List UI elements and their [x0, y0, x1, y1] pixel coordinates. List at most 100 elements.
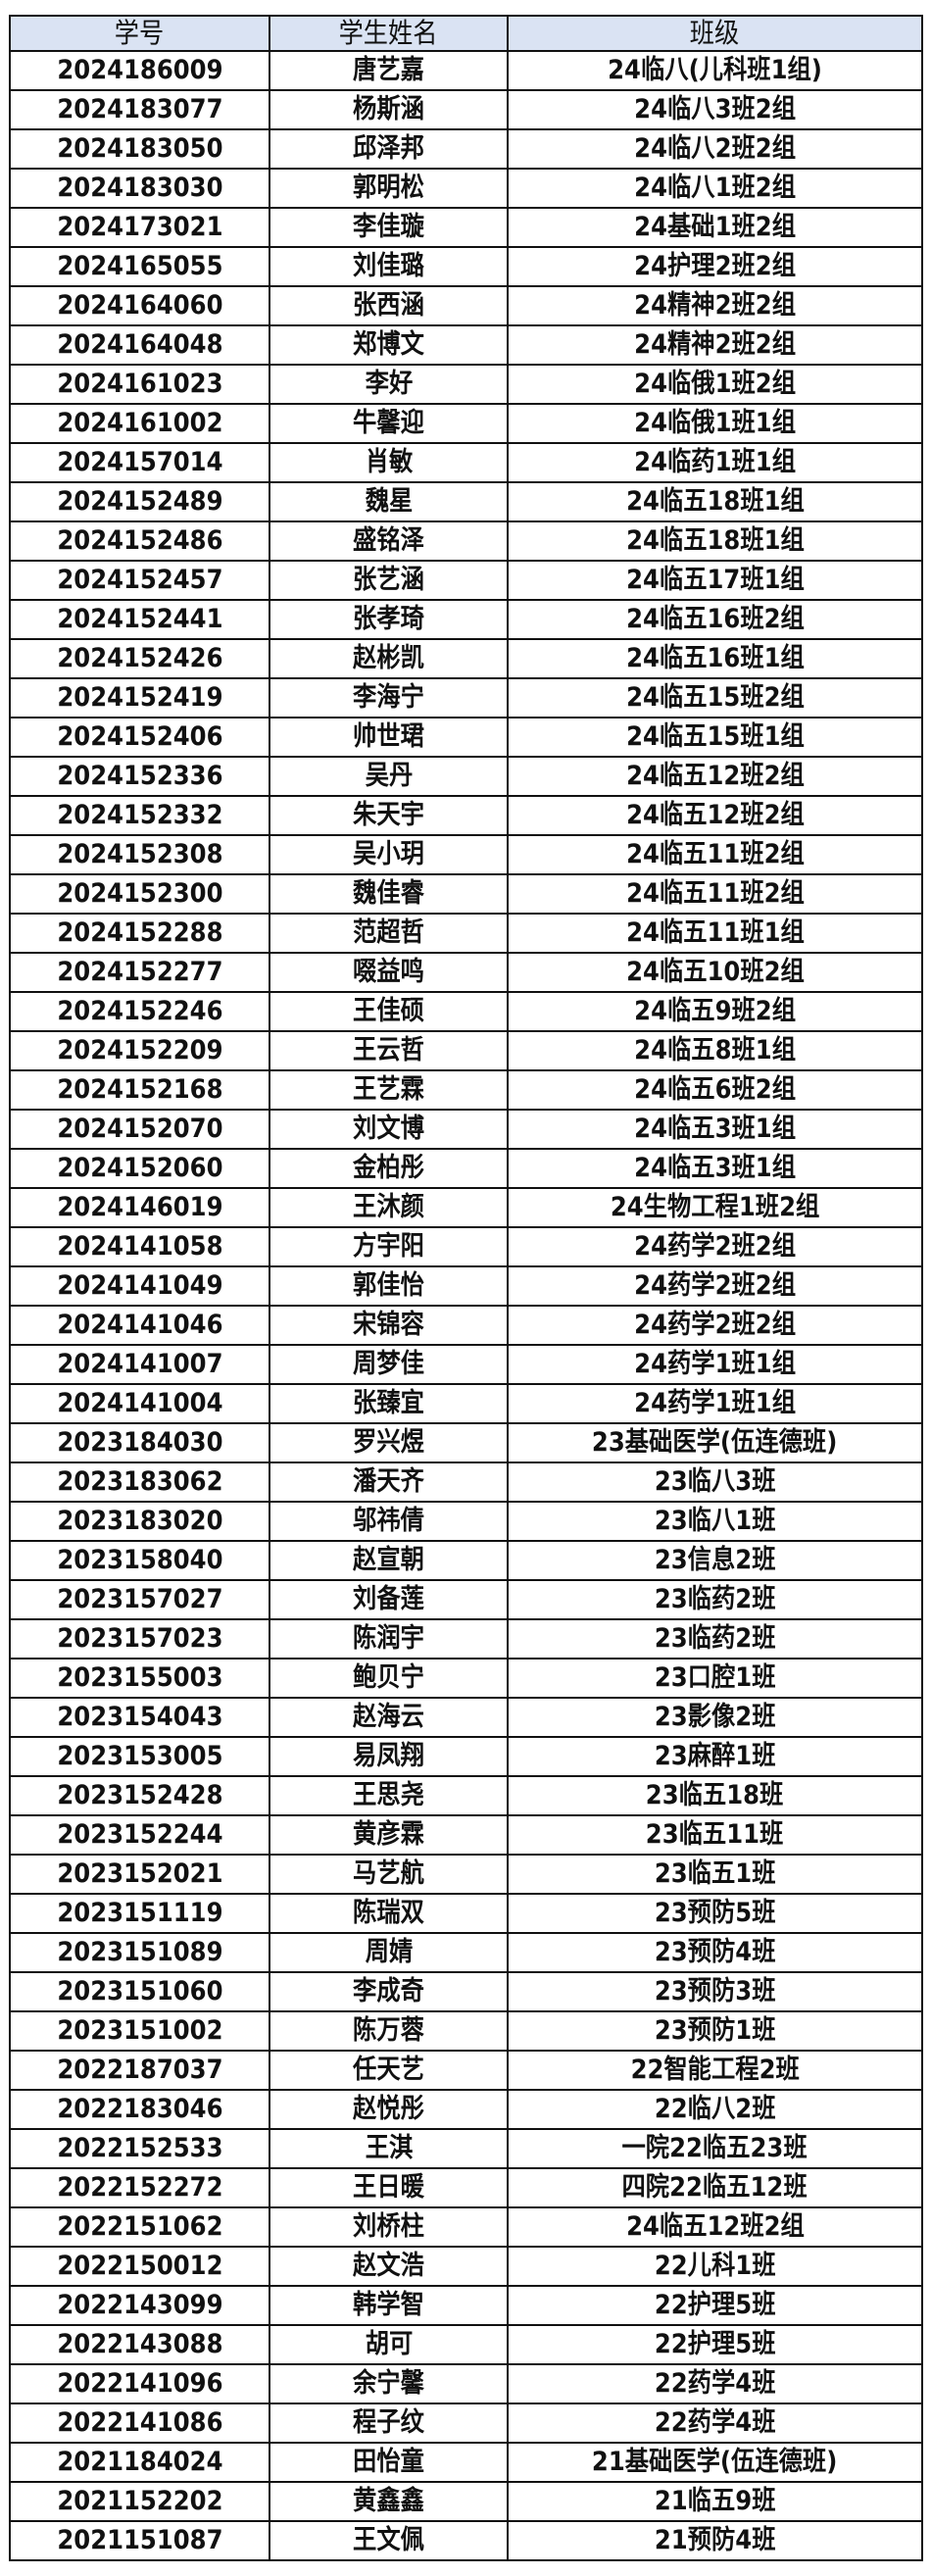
cell-class: 21临五9班	[507, 2481, 923, 2522]
cell-student-id: 2024152288	[9, 913, 270, 954]
cell-class-text: 一院22临五23班	[621, 2133, 808, 2163]
cell-student-id-text: 2024152246	[56, 996, 223, 1026]
table-row: 2022152533 王淇 一院22临五23班	[9, 2128, 923, 2169]
cell-class: 23临药2班	[507, 1618, 923, 1660]
cell-student-name: 魏星	[269, 481, 509, 522]
cell-student-name: 王文佩	[269, 2520, 509, 2561]
cell-student-name: 盛铭泽	[269, 520, 509, 562]
table-body: 2024186009 唐艺嘉 24临八(儿科班1组) 2024183077 杨斯涵 24临…	[9, 50, 923, 2561]
cell-class-text: 23预防4班	[654, 1937, 776, 1967]
cell-class: 24临俄1班2组	[507, 364, 923, 405]
cell-student-name: 杨斯涵	[269, 89, 509, 130]
cell-class-text: 23临五11班	[646, 1819, 784, 1850]
header-label: 班级	[690, 17, 740, 49]
cell-student-id: 2024164060	[9, 285, 270, 326]
cell-student-name-text: 张艺涵	[353, 565, 424, 595]
cell-student-name: 郭明松	[269, 168, 509, 209]
table-row: 2022151062 刘桥柱 24临五12班2组	[9, 2206, 923, 2248]
cell-student-id-text: 2021184024	[56, 2447, 223, 2477]
cell-student-id: 2022152533	[9, 2128, 270, 2169]
table-row: 2023151002 陈万蓉 23预防1班	[9, 2010, 923, 2052]
cell-class-text: 24临五18班1组	[625, 486, 805, 517]
cell-student-name-text: 王云哲	[353, 1035, 424, 1065]
table-row: 2022183046 赵悦彤 22临八2班	[9, 2089, 923, 2130]
cell-class-text: 23临药2班	[654, 1623, 776, 1654]
table-row: 2023157023 陈润宇 23临药2班	[9, 1618, 923, 1660]
cell-class-text: 24临五16班2组	[625, 604, 805, 634]
cell-class-text: 23预防3班	[654, 1976, 776, 2006]
cell-student-id-text: 2023183020	[56, 1506, 223, 1536]
cell-class-text: 24药学2班2组	[634, 1310, 796, 1340]
table-row: 2024152168 王艺霖 24临五6班2组	[9, 1069, 923, 1111]
cell-student-name: 帅世珺	[269, 717, 509, 758]
cell-student-id-text: 2024146019	[56, 1192, 223, 1222]
table-row: 2022150012 赵文浩 22儿科1班	[9, 2246, 923, 2287]
table-row: 2024152489 魏星 24临五18班1组	[9, 481, 923, 522]
cell-class: 24精神2班2组	[507, 324, 923, 366]
cell-student-name: 吴丹	[269, 756, 509, 797]
cell-student-name-text: 邱泽邦	[353, 133, 424, 164]
table-row: 2023152021 马艺航 23临五1班	[9, 1854, 923, 1895]
cell-student-id: 2024152060	[9, 1148, 270, 1189]
cell-student-id: 2024161002	[9, 403, 270, 444]
cell-student-id-text: 2024152308	[56, 839, 223, 869]
cell-class: 23麻醉1班	[507, 1736, 923, 1777]
table-row: 2024141004 张臻宜 24药学1班1组	[9, 1383, 923, 1424]
cell-student-id: 2023152428	[9, 1775, 270, 1816]
cell-class: 四院22临五12班	[507, 2167, 923, 2208]
table-row: 2024152209 王云哲 24临五8班1组	[9, 1030, 923, 1071]
table-row: 2024161023 李好 24临俄1班2组	[9, 364, 923, 405]
cell-class: 24临五12班2组	[507, 2206, 923, 2248]
cell-student-name-text: 郭佳怡	[353, 1270, 424, 1301]
cell-student-id-text: 2024152426	[56, 643, 223, 673]
cell-student-id: 2023183062	[9, 1461, 270, 1503]
cell-student-name: 刘佳璐	[269, 246, 509, 287]
cell-student-name: 朱天宇	[269, 795, 509, 836]
cell-class-text: 24临五8班1组	[634, 1035, 796, 1065]
cell-class-text: 23临八3班	[654, 1466, 776, 1497]
cell-student-id-text: 2024152060	[56, 1153, 223, 1183]
cell-student-name: 啜益鸣	[269, 952, 509, 993]
cell-class-text: 24精神2班2组	[634, 290, 796, 321]
cell-student-name-text: 王思尧	[353, 1780, 424, 1810]
cell-class-text: 24临五12班2组	[625, 761, 805, 791]
table-row: 2024164060 张西涵 24精神2班2组	[9, 285, 923, 326]
cell-student-id-text: 2024165055	[56, 251, 223, 281]
cell-class-text: 24临五17班1组	[625, 565, 805, 595]
cell-class-text: 24临五18班1组	[625, 525, 805, 556]
cell-class-text: 24药学1班1组	[634, 1388, 796, 1418]
cell-student-id: 2024152406	[9, 717, 270, 758]
cell-student-name: 王沐颜	[269, 1187, 509, 1228]
cell-student-id-text: 2024152486	[56, 525, 223, 556]
cell-student-name-text: 赵宣朝	[353, 1545, 424, 1575]
cell-student-name-text: 任天艺	[353, 2055, 424, 2085]
cell-class: 22药学4班	[507, 2403, 923, 2444]
cell-student-id-text: 2024152489	[56, 486, 223, 517]
cell-student-id-text: 2024141058	[56, 1231, 223, 1262]
cell-class: 23临五11班	[507, 1814, 923, 1856]
cell-student-name: 张艺涵	[269, 560, 509, 601]
cell-class: 24临五16班2组	[507, 599, 923, 640]
cell-student-name-text: 黄鑫鑫	[353, 2486, 424, 2516]
table-row: 2021184024 田怡童 21基础医学(伍连德班)	[9, 2442, 923, 2483]
cell-student-name-text: 王文佩	[353, 2525, 424, 2555]
cell-student-name: 陈润宇	[269, 1618, 509, 1660]
cell-class-text: 24临五15班2组	[625, 682, 805, 713]
cell-student-id: 2024152419	[9, 677, 270, 718]
header-label: 学生姓名	[339, 17, 438, 49]
cell-class: 24临五18班1组	[507, 481, 923, 522]
cell-student-id-text: 2022141086	[56, 2407, 223, 2438]
table-row: 2023151089 周婧 23预防4班	[9, 1932, 923, 1973]
cell-student-id-text: 2023151089	[56, 1937, 223, 1967]
cell-student-id: 2024152489	[9, 481, 270, 522]
cell-student-id: 2024141046	[9, 1305, 270, 1346]
cell-student-id: 2024152070	[9, 1109, 270, 1150]
cell-class-text: 24精神2班2组	[634, 329, 796, 360]
cell-student-id-text: 2023151002	[56, 2015, 223, 2046]
cell-student-id: 2024183050	[9, 128, 270, 170]
cell-class: 23预防5班	[507, 1893, 923, 1934]
cell-student-id-text: 2023157023	[56, 1623, 223, 1654]
cell-student-id: 2024152209	[9, 1030, 270, 1071]
cell-student-name: 马艺航	[269, 1854, 509, 1895]
cell-student-id-text: 2024152406	[56, 721, 223, 752]
